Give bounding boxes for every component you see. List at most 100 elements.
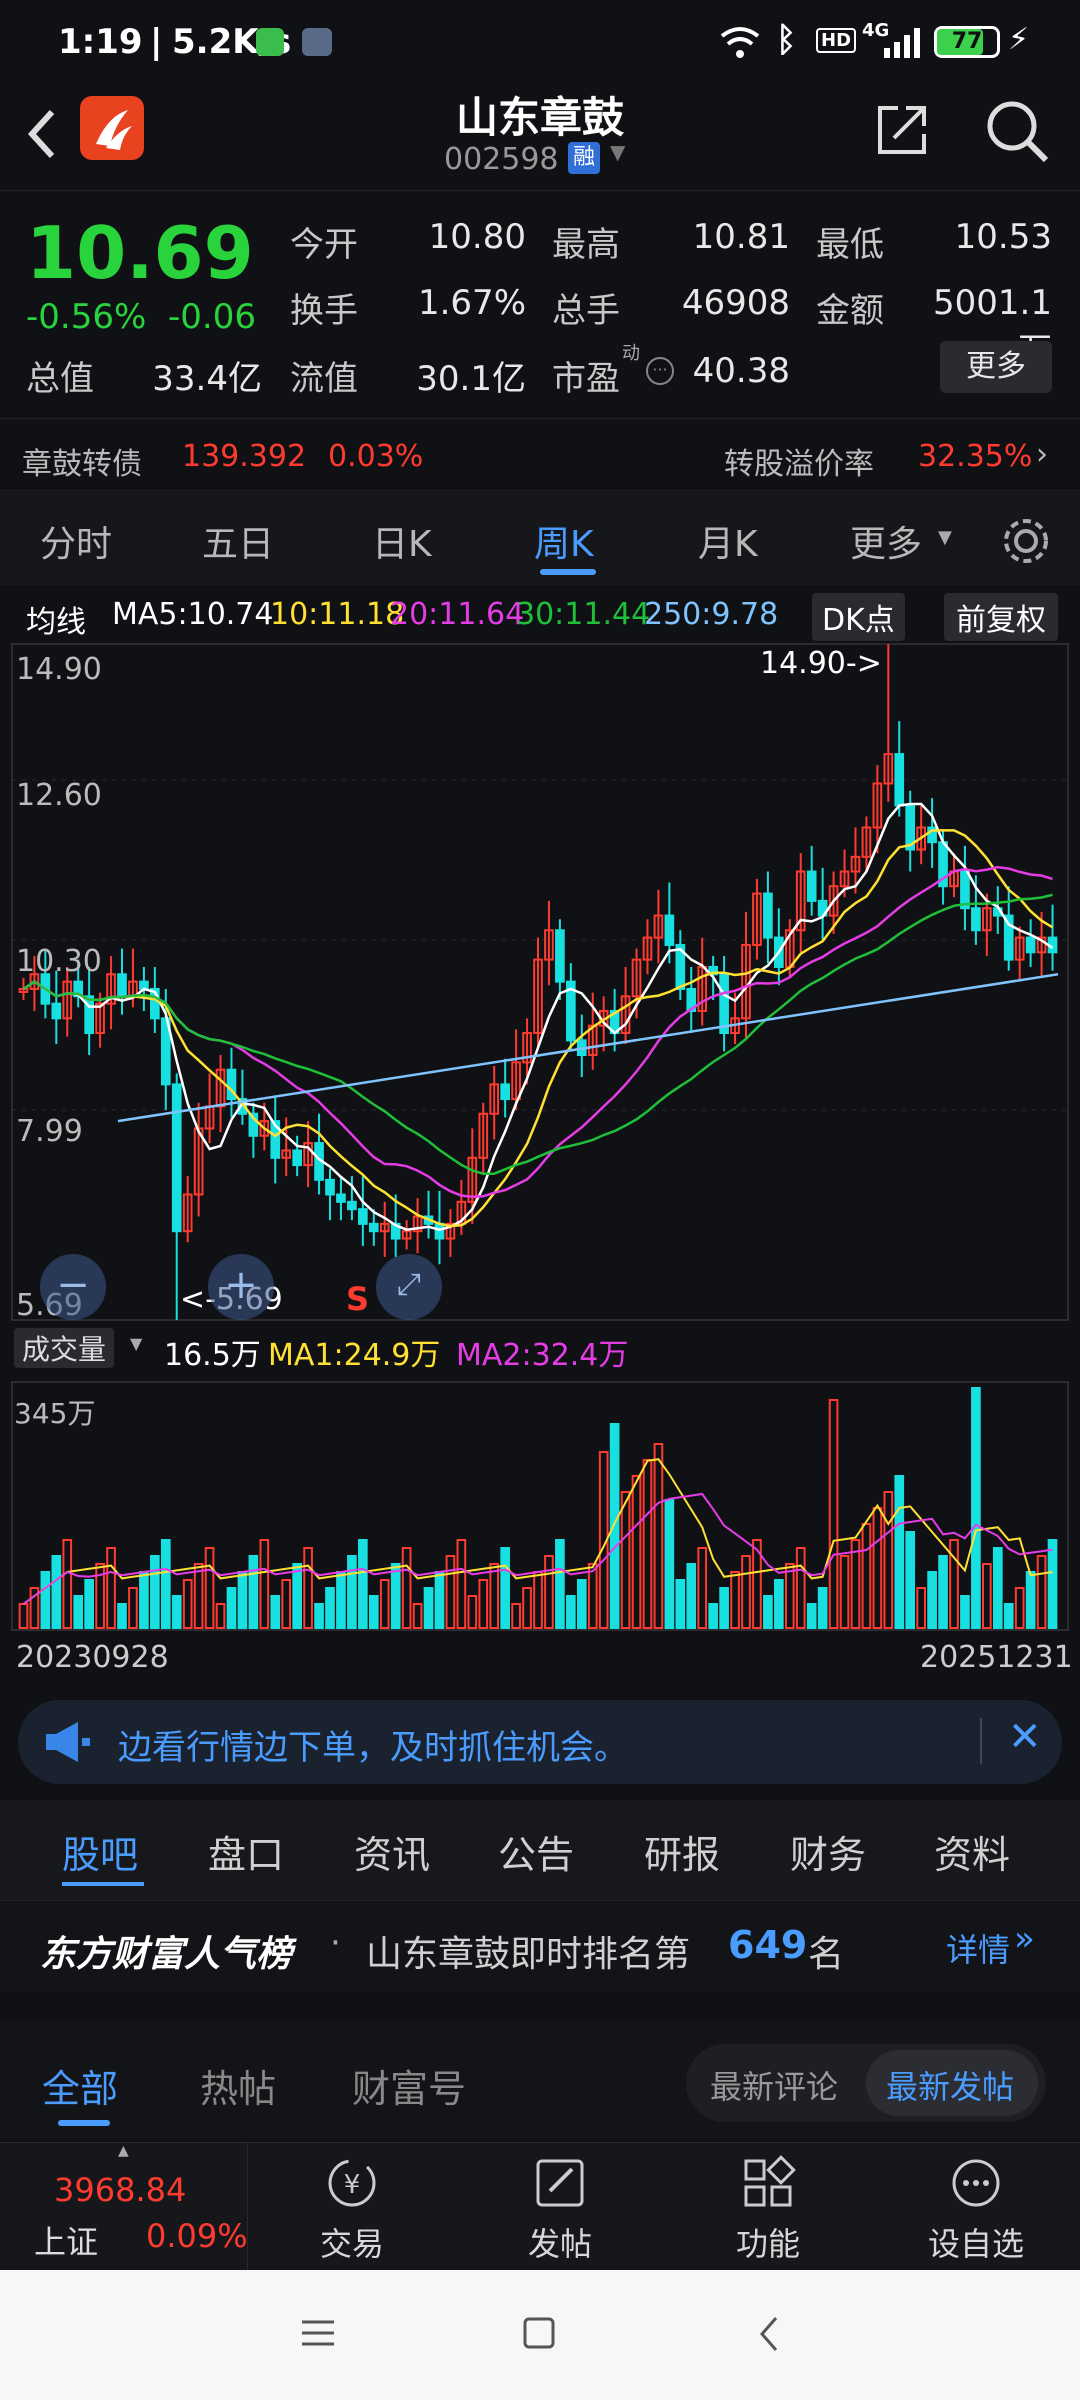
premium-value: 32.35% bbox=[918, 439, 1033, 474]
volume-bar bbox=[555, 1539, 565, 1629]
menu-icon[interactable] bbox=[300, 2318, 336, 2348]
nav-add-watchlist[interactable]: 设自选 bbox=[896, 2155, 1056, 2265]
sort-latest-comment[interactable]: 最新评论 bbox=[710, 2068, 839, 2106]
volume-bar bbox=[423, 1587, 434, 1629]
ma-legend: 均线 MA5:10.74 10:11.18 20:11.64 30:11.44 … bbox=[0, 585, 1080, 645]
candle-body bbox=[631, 958, 642, 998]
post-filter-bar: 全部 热帖 财富号 最新评论 最新发帖 bbox=[0, 2020, 1080, 2140]
home-icon[interactable] bbox=[522, 2316, 556, 2350]
tab-weekly[interactable]: 周K bbox=[534, 524, 594, 565]
ma10-value: 10:11.18 bbox=[270, 597, 405, 632]
volume-bar bbox=[117, 1603, 127, 1629]
banner-text: 边看行情边下单，及时抓住机会。 bbox=[118, 1728, 628, 1768]
post-tab-hot[interactable]: 热帖 bbox=[200, 2067, 277, 2111]
candle-body bbox=[368, 1222, 379, 1233]
tab-five-day[interactable]: 五日 bbox=[202, 524, 275, 565]
volume-bar bbox=[960, 1595, 970, 1629]
start-date: 20230928 bbox=[16, 1640, 169, 1675]
change-value: -0.06 bbox=[168, 297, 256, 337]
tab-news[interactable]: 资讯 bbox=[354, 1833, 431, 1877]
more-dropdown-icon: ▼ bbox=[938, 527, 952, 548]
candle-body bbox=[84, 995, 94, 1035]
zoom-out-button[interactable]: − bbox=[40, 1254, 106, 1320]
dk-button[interactable]: DK点 bbox=[812, 593, 905, 641]
index-value: 3968.84 bbox=[54, 2171, 187, 2209]
candle-body bbox=[182, 1193, 193, 1233]
nav-trade[interactable]: ¥ 交易 bbox=[272, 2155, 432, 2265]
index-ticker[interactable]: ▲ 3968.84 上证 0.09% bbox=[0, 2143, 248, 2271]
tab-financials[interactable]: 财务 bbox=[790, 1833, 867, 1877]
volume-bar bbox=[106, 1547, 116, 1629]
volume-bar bbox=[226, 1587, 237, 1629]
back-nav-icon[interactable] bbox=[756, 2314, 780, 2354]
nav-functions[interactable]: 功能 bbox=[688, 2155, 848, 2265]
volume-bar bbox=[62, 1539, 73, 1629]
info-icon[interactable]: ··· bbox=[646, 357, 674, 385]
promo-banner[interactable]: 边看行情边下单，及时抓住机会。 ✕ bbox=[18, 1700, 1062, 1784]
candle-body bbox=[379, 1222, 390, 1233]
rank-text: 山东章鼓即时排名第 bbox=[366, 1934, 691, 1975]
open-label: 今开 bbox=[290, 225, 358, 265]
popularity-rank[interactable]: 东方财富人气榜 · 山东章鼓即时排名第 649 名 详情 » bbox=[0, 1900, 1080, 1992]
zoom-in-button[interactable]: + bbox=[208, 1254, 274, 1320]
candle-body bbox=[281, 1149, 292, 1159]
bond-pct: 0.03% bbox=[328, 439, 424, 474]
post-tab-caifuhao[interactable]: 财富号 bbox=[352, 2067, 467, 2111]
sort-latest-post[interactable]: 最新发帖 bbox=[886, 2068, 1015, 2106]
volume-bar bbox=[281, 1579, 292, 1629]
volume-indicator-select[interactable]: 成交量 bbox=[14, 1328, 115, 1368]
tab-guba[interactable]: 股吧 bbox=[62, 1833, 139, 1877]
tab-profile[interactable]: 资料 bbox=[934, 1833, 1011, 1877]
rank-detail-link[interactable]: 详情 bbox=[946, 1931, 1011, 1969]
tab-announcements[interactable]: 公告 bbox=[498, 1833, 575, 1877]
tab-pankou[interactable]: 盘口 bbox=[208, 1833, 285, 1877]
pe-dynamic-mark: 动 bbox=[622, 343, 640, 364]
volume-bar bbox=[642, 1459, 653, 1629]
y-tick: 10.30 bbox=[16, 944, 102, 979]
volume-bar bbox=[95, 1563, 105, 1629]
high-label: 最高 bbox=[552, 225, 620, 265]
volume-bar bbox=[139, 1571, 149, 1629]
adjust-button[interactable]: 前复权 bbox=[944, 593, 1058, 641]
post-tab-all[interactable]: 全部 bbox=[42, 2067, 119, 2111]
volume-ma1-line bbox=[22, 1458, 1053, 1605]
kline-svg[interactable] bbox=[0, 640, 1080, 1690]
tab-intraday[interactable]: 分时 bbox=[40, 524, 113, 565]
volume-bar bbox=[270, 1595, 281, 1629]
nav-post-label: 发帖 bbox=[527, 2225, 592, 2263]
volume-bar bbox=[379, 1579, 390, 1629]
y-tick: 14.90 bbox=[16, 652, 102, 687]
volume-bar bbox=[708, 1603, 718, 1629]
volume-bar bbox=[1014, 1587, 1025, 1629]
ma-label[interactable]: 均线 bbox=[26, 605, 86, 640]
volume-bar bbox=[237, 1571, 248, 1629]
gear-icon[interactable] bbox=[998, 513, 1054, 569]
volume-bar bbox=[215, 1603, 226, 1629]
convertible-bond-row[interactable]: 章鼓转债 139.392 0.03% 转股溢价率 32.35% › bbox=[0, 418, 1080, 490]
ma5-line bbox=[22, 802, 1054, 1231]
close-icon[interactable]: ✕ bbox=[1008, 1714, 1042, 1760]
kline-chart-area[interactable]: 14.90 12.60 10.30 7.99 5.69 14.90-> <-5.… bbox=[0, 640, 1080, 1690]
mktcap-label: 总值 bbox=[26, 359, 94, 399]
tab-more[interactable]: 更多 bbox=[850, 524, 923, 565]
nav-post[interactable]: 发帖 bbox=[480, 2155, 640, 2265]
volume-bar bbox=[916, 1587, 926, 1629]
more-button[interactable]: 更多 bbox=[940, 341, 1052, 393]
candle-body bbox=[292, 1149, 302, 1167]
candle-body bbox=[620, 995, 631, 1035]
volume-bar bbox=[686, 1563, 697, 1629]
share-icon[interactable] bbox=[870, 98, 934, 162]
quote-panel: 10.69 -0.56% -0.06 总值 33.4亿 今开 10.80 最高 … bbox=[0, 190, 1080, 415]
candle-body bbox=[883, 753, 894, 785]
search-icon[interactable] bbox=[982, 96, 1052, 166]
volume-bar bbox=[664, 1499, 675, 1629]
tab-daily[interactable]: 日K bbox=[372, 524, 432, 565]
fullscreen-icon[interactable]: ⤢ bbox=[376, 1254, 442, 1320]
volume-bar bbox=[401, 1547, 412, 1629]
back-icon[interactable] bbox=[22, 104, 62, 164]
ma30-line bbox=[22, 893, 1053, 1175]
dropdown-icon[interactable]: ▼ bbox=[610, 140, 626, 164]
tab-research[interactable]: 研报 bbox=[644, 1833, 721, 1877]
tab-monthly[interactable]: 月K bbox=[698, 524, 758, 565]
rank-unit: 名 bbox=[808, 1934, 845, 1975]
